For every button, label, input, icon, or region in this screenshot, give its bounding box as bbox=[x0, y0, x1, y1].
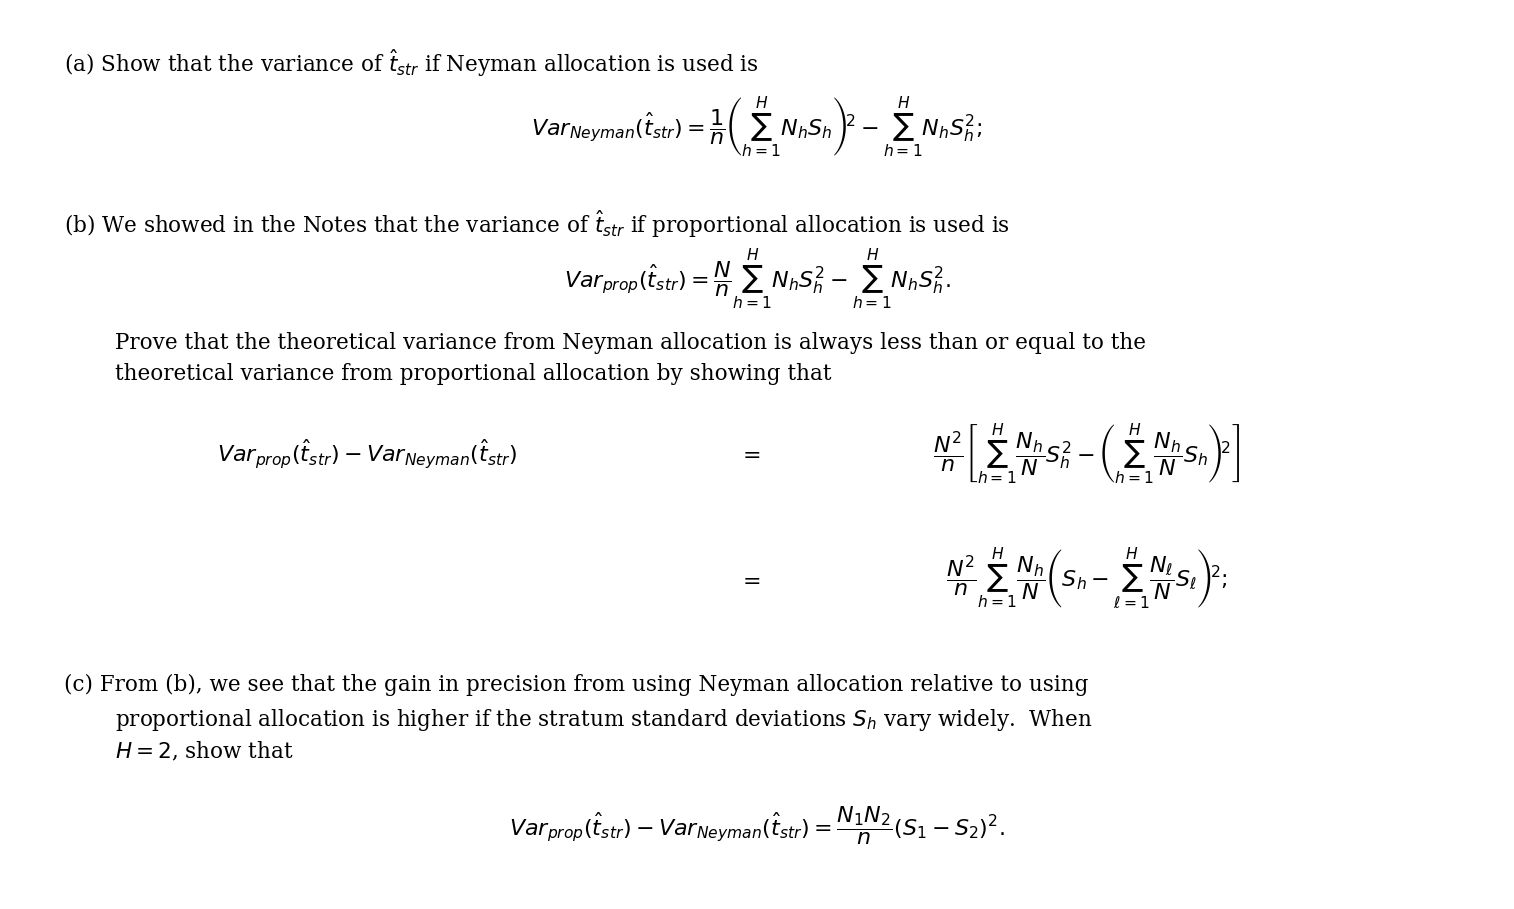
Text: $Var_{Neyman}(\hat{t}_{str}) = \dfrac{1}{n}\left(\sum_{h=1}^{H} N_h S_h\right)^{: $Var_{Neyman}(\hat{t}_{str}) = \dfrac{1}… bbox=[531, 95, 983, 160]
Text: $Var_{prop}(\hat{t}_{str}) - Var_{Neyman}(\hat{t}_{str}) = \dfrac{N_1 N_2}{n}(S_: $Var_{prop}(\hat{t}_{str}) - Var_{Neyman… bbox=[509, 804, 1005, 847]
Text: $\dfrac{N^2}{n}\sum_{h=1}^{H}\dfrac{N_h}{N}\left(S_h - \sum_{\ell=1}^{H}\dfrac{N: $\dfrac{N^2}{n}\sum_{h=1}^{H}\dfrac{N_h}… bbox=[946, 547, 1228, 613]
Text: $Var_{prop}(\hat{t}_{str}) = \dfrac{N}{n}\sum_{h=1}^{H} N_h S_h^2 - \sum_{h=1}^{: $Var_{prop}(\hat{t}_{str}) = \dfrac{N}{n… bbox=[563, 248, 951, 312]
Text: $Var_{prop}(\hat{t}_{str}) - Var_{Neyman}(\hat{t}_{str})$: $Var_{prop}(\hat{t}_{str}) - Var_{Neyman… bbox=[217, 438, 518, 471]
Text: $H = 2$, show that: $H = 2$, show that bbox=[115, 740, 294, 764]
Text: (a) Show that the variance of $\hat{t}_{str}$ if Neyman allocation is used is: (a) Show that the variance of $\hat{t}_{… bbox=[64, 47, 759, 79]
Text: $=$: $=$ bbox=[739, 569, 762, 591]
Text: $=$: $=$ bbox=[739, 444, 762, 465]
Text: (c) From (b), we see that the gain in precision from using Neyman allocation rel: (c) From (b), we see that the gain in pr… bbox=[64, 674, 1089, 696]
Text: $\dfrac{N^2}{n}\left[\sum_{h=1}^{H}\dfrac{N_h}{N}S_h^2 - \left(\sum_{h=1}^{H}\df: $\dfrac{N^2}{n}\left[\sum_{h=1}^{H}\dfra… bbox=[933, 423, 1240, 486]
Text: (b) We showed in the Notes that the variance of $\hat{t}_{str}$ if proportional : (b) We showed in the Notes that the vari… bbox=[64, 208, 1010, 240]
Text: theoretical variance from proportional allocation by showing that: theoretical variance from proportional a… bbox=[115, 364, 831, 385]
Text: Prove that the theoretical variance from Neyman allocation is always less than o: Prove that the theoretical variance from… bbox=[115, 332, 1146, 354]
Text: proportional allocation is higher if the stratum standard deviations $S_h$ vary : proportional allocation is higher if the… bbox=[115, 707, 1093, 733]
